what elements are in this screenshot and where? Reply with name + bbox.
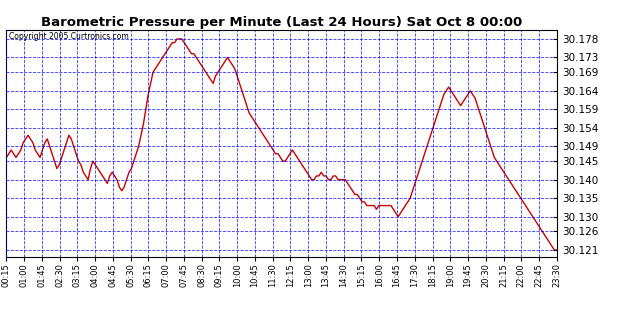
Text: Copyright 2005 Curtronics.com: Copyright 2005 Curtronics.com bbox=[9, 32, 129, 41]
Title: Barometric Pressure per Minute (Last 24 Hours) Sat Oct 8 00:00: Barometric Pressure per Minute (Last 24 … bbox=[41, 16, 522, 28]
